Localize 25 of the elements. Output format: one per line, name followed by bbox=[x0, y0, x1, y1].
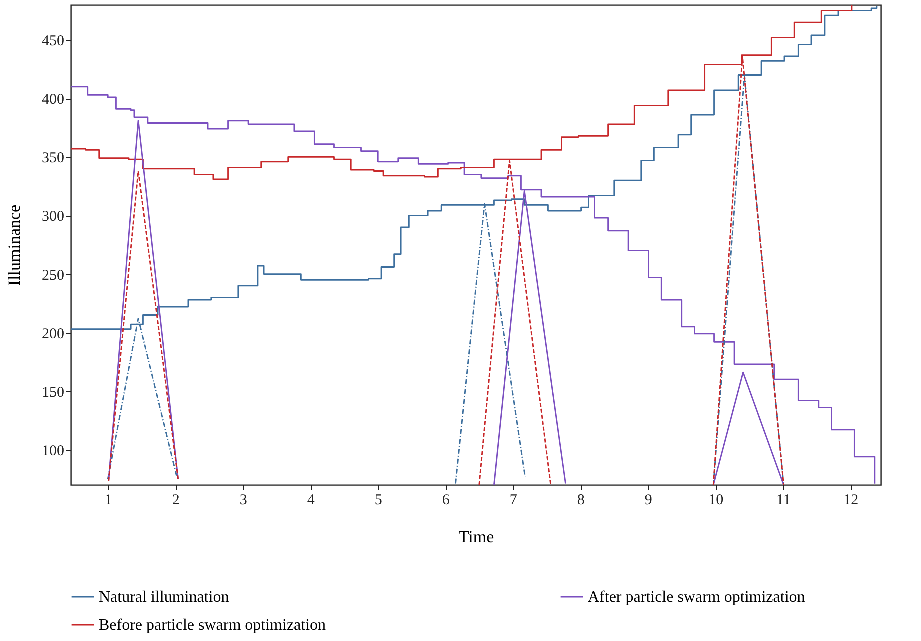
y-tick-label: 200 bbox=[42, 326, 64, 342]
x-tick-label: 10 bbox=[708, 492, 724, 508]
y-tick-label: 250 bbox=[42, 268, 64, 284]
x-tick-label: 6 bbox=[442, 492, 450, 508]
x-tick-label: 5 bbox=[374, 492, 382, 508]
x-tick-label: 3 bbox=[240, 492, 248, 508]
x-tick-label: 11 bbox=[776, 492, 791, 508]
y-tick-label: 150 bbox=[42, 384, 64, 401]
x-tick-label: 12 bbox=[844, 492, 859, 508]
legend-label: Natural illumination bbox=[99, 589, 230, 606]
x-axis-title: Time bbox=[458, 528, 494, 546]
x-tick-label: 2 bbox=[172, 492, 180, 508]
legend-label: Before particle swarm optimization bbox=[99, 617, 326, 634]
x-tick-label: 8 bbox=[577, 492, 585, 508]
x-tick-label: 9 bbox=[644, 492, 652, 508]
x-tick-label: 1 bbox=[104, 492, 112, 508]
y-axis-title: Illuminance bbox=[5, 204, 24, 286]
y-tick-label: 100 bbox=[42, 443, 64, 460]
y-tick-label: 300 bbox=[42, 209, 64, 226]
x-tick-label: 7 bbox=[510, 492, 518, 508]
x-tick-label: 4 bbox=[307, 492, 316, 508]
y-tick-label: 450 bbox=[42, 34, 64, 50]
y-tick-label: 350 bbox=[42, 150, 64, 167]
y-tick-label: 400 bbox=[42, 92, 64, 108]
legend-label: After particle swarm optimization bbox=[588, 589, 806, 606]
